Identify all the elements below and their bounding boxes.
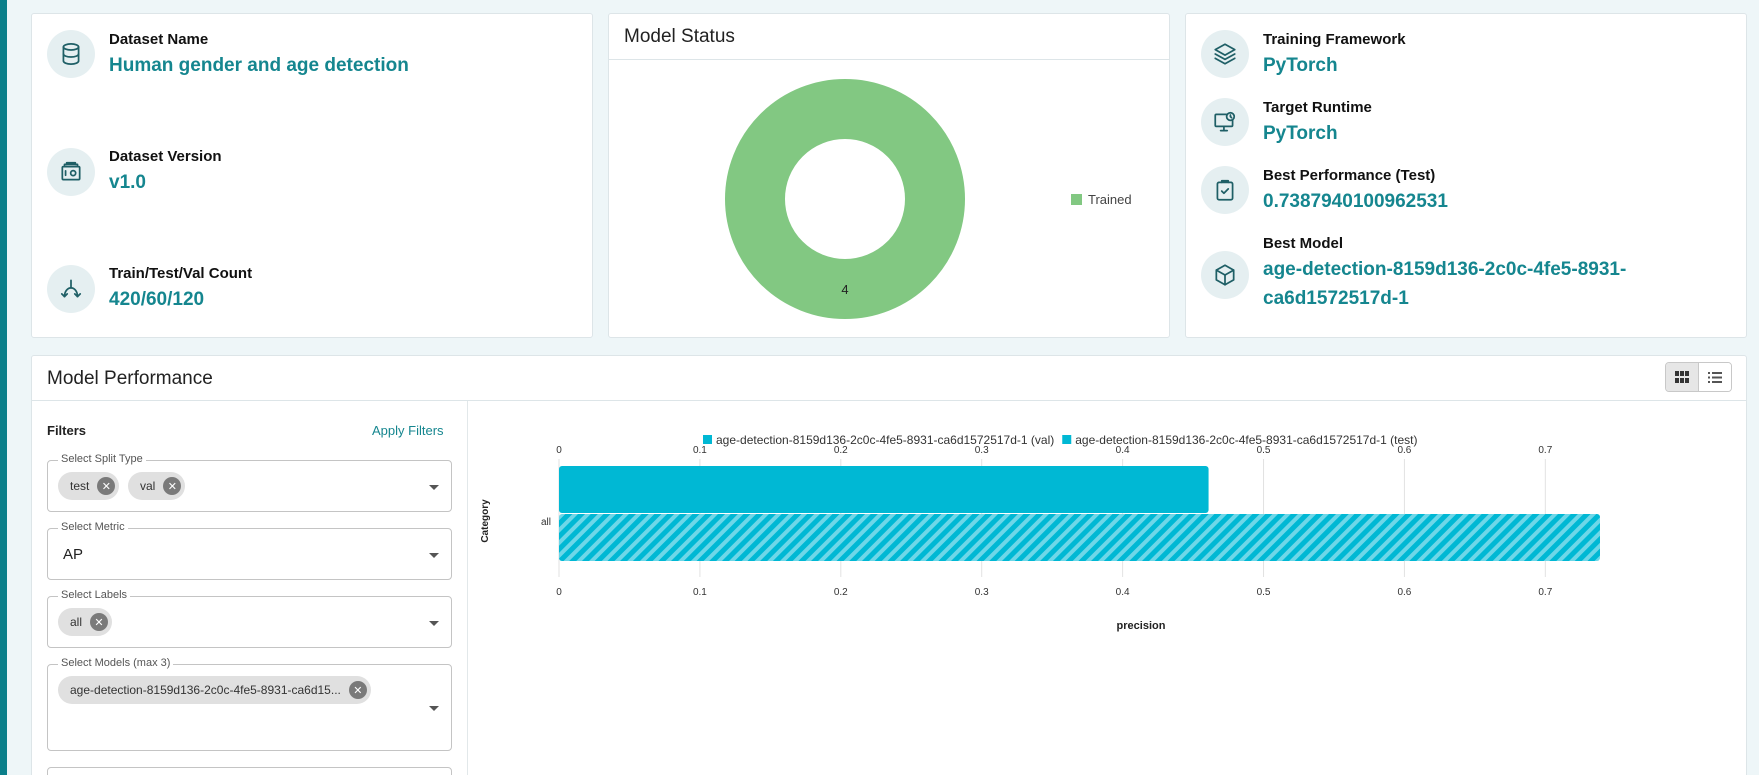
layers-icon: [1201, 30, 1249, 78]
chip-remove-icon[interactable]: ✕: [163, 477, 182, 495]
model-status-title: Model Status: [624, 26, 735, 47]
model-performance-card: Model Performance Filters Apply Filters …: [31, 355, 1747, 775]
target-runtime-label: Target Runtime: [1263, 99, 1372, 116]
chip-remove-icon[interactable]: ✕: [90, 613, 109, 631]
donut-slice-trained: [725, 79, 965, 319]
list-view-button[interactable]: [1698, 363, 1731, 391]
status-donut-chart: 4 Trained: [725, 79, 1132, 319]
best-model-value-line2: ca6d1572517d-1: [1263, 288, 1409, 309]
model-performance-title: Model Performance: [47, 368, 213, 389]
best-performance-label: Best Performance (Test): [1263, 167, 1436, 184]
x-axis-label: precision: [1117, 620, 1166, 632]
chip-remove-icon[interactable]: ✕: [348, 681, 367, 699]
x-tick-label-top: 0.3: [975, 445, 989, 456]
dataset-card: Dataset Name Human gender and age detect…: [31, 13, 593, 338]
bar-series-0: [559, 466, 1209, 513]
chevron-down-icon[interactable]: [429, 706, 439, 711]
x-tick-label-top: 0.1: [693, 445, 707, 456]
chip-model: age-detection-8159d136-2c0c-4fe5-8931-ca…: [58, 676, 371, 704]
chip-remove-icon[interactable]: ✕: [97, 477, 116, 495]
training-card: Training Framework PyTorch Target Runtim…: [1185, 13, 1747, 338]
view-toggle: [1665, 362, 1732, 392]
chevron-down-icon[interactable]: [429, 485, 439, 490]
x-tick-label-bottom: 0.2: [834, 587, 848, 598]
runtime-monitor-icon: [1201, 98, 1249, 146]
best-model-value-line1: age-detection-8159d136-2c0c-4fe5-8931-: [1263, 259, 1627, 280]
x-tick-label-bottom: 0: [556, 587, 562, 598]
list-icon: [1707, 371, 1722, 383]
dataset-version-label: Dataset Version: [109, 148, 222, 165]
x-tick-label-top: 0.7: [1538, 445, 1552, 456]
clipboard-check-icon: [1201, 166, 1249, 214]
legend-swatch-trained: [1071, 194, 1082, 205]
legend-label-trained: Trained: [1088, 192, 1132, 207]
filters-title: Filters: [47, 423, 87, 438]
chip-val: val ✕: [128, 472, 186, 500]
x-tick-label-bottom: 0.5: [1257, 587, 1271, 598]
best-model-label: Best Model: [1263, 235, 1344, 252]
chip-test-label: test: [70, 479, 90, 493]
version-icon: [47, 148, 95, 196]
labels-select[interactable]: Select Labels all ✕: [47, 589, 452, 648]
chip-all-label: all: [70, 615, 83, 629]
x-tick-label-bottom: 0.7: [1538, 587, 1552, 598]
chip-model-label: age-detection-8159d136-2c0c-4fe5-8931-ca…: [70, 683, 341, 697]
target-runtime-value: PyTorch: [1263, 123, 1338, 144]
bar-series-1: [559, 514, 1600, 561]
x-tick-label-bottom: 0.6: [1397, 587, 1411, 598]
x-tick-label-bottom: 0.3: [975, 587, 989, 598]
chevron-down-icon[interactable]: [429, 553, 439, 558]
x-tick-label-top: 0: [556, 445, 562, 456]
training-framework-value: PyTorch: [1263, 55, 1338, 76]
dataset-version-value: v1.0: [109, 172, 146, 193]
split-type-legend: Select Split Type: [58, 453, 146, 465]
dataset-name-label: Dataset Name: [109, 31, 209, 48]
metric-legend: Select Metric: [58, 521, 128, 533]
dataset-name-value: Human gender and age detection: [109, 55, 409, 76]
donut-slice-count: 4: [841, 282, 848, 297]
card-divider: [609, 59, 1169, 60]
training-framework-label: Training Framework: [1263, 31, 1406, 48]
grid-view-button[interactable]: [1666, 363, 1699, 391]
chip-all: all ✕: [58, 608, 113, 636]
x-tick-label-top: 0.4: [1116, 445, 1130, 456]
x-tick-label-bottom: 0.1: [693, 587, 707, 598]
next-filter-field[interactable]: [47, 767, 452, 775]
performance-bar-chart: age-detection-8159d136-2c0c-4fe5-8931-ca…: [480, 433, 1600, 632]
model-status-card: Model Status 4 Trained: [608, 13, 1170, 338]
models-legend: Select Models (max 3): [58, 657, 174, 669]
metric-value: AP: [63, 546, 84, 563]
best-performance-value: 0.7387940100962531: [1263, 191, 1448, 212]
y-category-label: all: [541, 517, 551, 528]
x-tick-label-bottom: 0.4: [1116, 587, 1130, 598]
y-axis-label: Category: [480, 499, 491, 543]
cube-icon: [1201, 251, 1249, 299]
models-select[interactable]: Select Models (max 3) age-detection-8159…: [47, 657, 452, 751]
left-nav-strip: [0, 0, 7, 775]
legend-label-series-1: age-detection-8159d136-2c0c-4fe5-8931-ca…: [1075, 433, 1417, 447]
legend-swatch-series-0: [703, 435, 712, 444]
split-icon: [47, 265, 95, 313]
labels-legend: Select Labels: [58, 589, 131, 601]
train-test-val-value: 420/60/120: [109, 289, 205, 310]
filters-panel: Filters Apply Filters Select Split Type …: [32, 401, 468, 775]
x-tick-label-top: 0.2: [834, 445, 848, 456]
chevron-down-icon[interactable]: [429, 621, 439, 626]
x-tick-label-top: 0.5: [1257, 445, 1271, 456]
split-type-select[interactable]: Select Split Type test ✕ val ✕: [47, 453, 452, 512]
x-tick-label-top: 0.6: [1397, 445, 1411, 456]
legend-label-series-0: age-detection-8159d136-2c0c-4fe5-8931-ca…: [716, 433, 1054, 447]
chip-val-label: val: [140, 479, 156, 493]
card-divider: [32, 400, 1746, 401]
database-icon: [47, 30, 95, 78]
grid-icon: [1674, 371, 1689, 383]
metric-select[interactable]: Select Metric AP: [47, 521, 452, 580]
legend-swatch-series-1: [1062, 435, 1072, 444]
chip-test: test ✕: [58, 472, 120, 500]
apply-filters-button[interactable]: Apply Filters: [372, 423, 444, 438]
train-test-val-label: Train/Test/Val Count: [109, 265, 253, 282]
